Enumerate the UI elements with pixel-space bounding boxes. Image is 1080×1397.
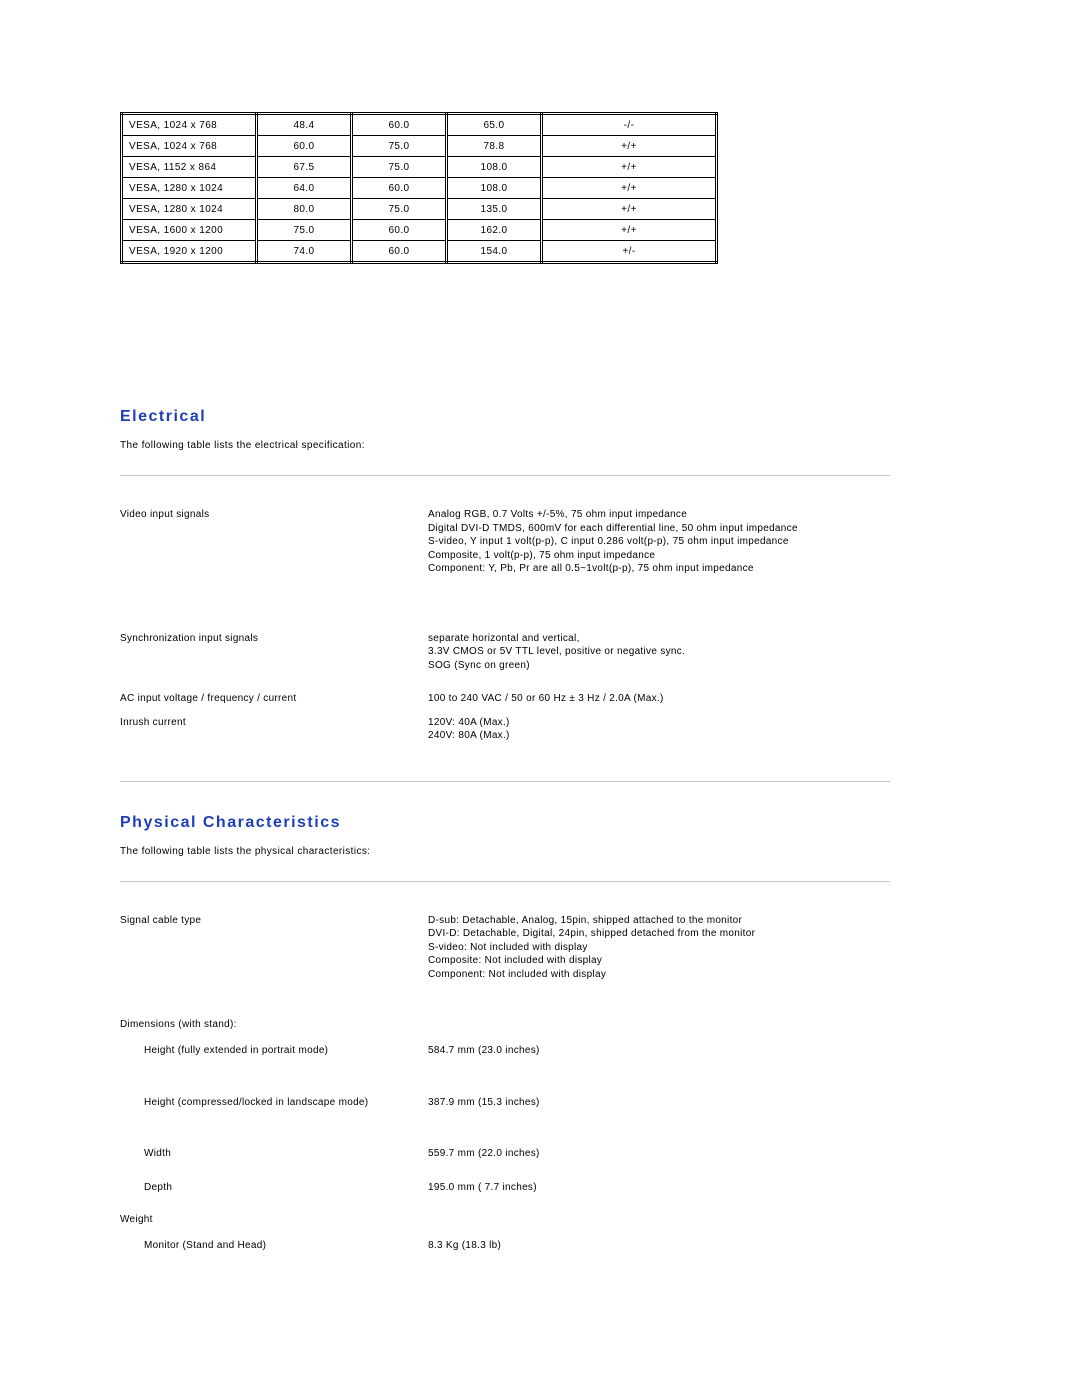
value-cell: +/+ xyxy=(542,199,717,220)
value-cell: +/+ xyxy=(542,220,717,241)
value-cell: 108.0 xyxy=(447,178,542,199)
spec-value: 387.9 mm (15.3 inches) xyxy=(428,1096,890,1110)
value-cell: 135.0 xyxy=(447,199,542,220)
spec-row: Video input signalsAnalog RGB, 0.7 Volts… xyxy=(120,508,890,576)
value-cell: 60.0 xyxy=(352,114,447,136)
spec-row: Monitor (Stand and Head)8.3 Kg (18.3 lb) xyxy=(120,1239,890,1253)
electrical-heading: Electrical xyxy=(120,408,960,426)
spec-label: Synchronization input signals xyxy=(120,632,428,646)
value-cell: 75.0 xyxy=(257,220,352,241)
vesa-modes-table: VESA, 1024 x 76848.460.065.0-/-VESA, 102… xyxy=(120,112,718,264)
spec-label: AC input voltage / frequency / current xyxy=(120,692,428,706)
page: VESA, 1024 x 76848.460.065.0-/-VESA, 102… xyxy=(0,0,1080,1333)
value-cell: 64.0 xyxy=(257,178,352,199)
mode-cell: VESA, 1920 x 1200 xyxy=(122,241,257,263)
spec-label: Depth xyxy=(120,1181,428,1195)
mode-cell: VESA, 1280 x 1024 xyxy=(122,199,257,220)
value-cell: 60.0 xyxy=(257,136,352,157)
value-cell: 78.8 xyxy=(447,136,542,157)
mode-cell: VESA, 1280 x 1024 xyxy=(122,178,257,199)
spec-label: Height (compressed/locked in landscape m… xyxy=(120,1096,428,1110)
spec-row: Height (fully extended in portrait mode)… xyxy=(120,1044,890,1058)
spec-value: 559.7 mm (22.0 inches) xyxy=(428,1147,890,1161)
value-cell: 154.0 xyxy=(447,241,542,263)
value-cell: 75.0 xyxy=(352,157,447,178)
physical-intro: The following table lists the physical c… xyxy=(120,846,960,857)
value-cell: +/- xyxy=(542,241,717,263)
table-row: VESA, 1152 x 86467.575.0108.0+/+ xyxy=(122,157,717,178)
value-cell: +/+ xyxy=(542,157,717,178)
value-cell: 75.0 xyxy=(352,136,447,157)
spec-label: Signal cable type xyxy=(120,914,428,928)
spec-value: 120V: 40A (Max.) 240V: 80A (Max.) xyxy=(428,716,890,743)
spec-value: 100 to 240 VAC / 50 or 60 Hz ± 3 Hz / 2.… xyxy=(428,692,890,706)
spec-row: AC input voltage / frequency / current10… xyxy=(120,692,890,706)
spec-row: Synchronization input signalsseparate ho… xyxy=(120,632,890,673)
spec-value: separate horizontal and vertical, 3.3V C… xyxy=(428,632,890,673)
value-cell: 80.0 xyxy=(257,199,352,220)
spec-row: Inrush current120V: 40A (Max.) 240V: 80A… xyxy=(120,716,890,743)
spec-row: Width559.7 mm (22.0 inches) xyxy=(120,1147,890,1161)
value-cell: +/+ xyxy=(542,178,717,199)
table-row: VESA, 1024 x 76860.075.078.8+/+ xyxy=(122,136,717,157)
spec-row: Depth195.0 mm ( 7.7 inches) xyxy=(120,1181,890,1195)
spec-value: Analog RGB, 0.7 Volts +/-5%, 75 ohm inpu… xyxy=(428,508,890,576)
table-row: VESA, 1280 x 102480.075.0135.0+/+ xyxy=(122,199,717,220)
value-cell: 65.0 xyxy=(447,114,542,136)
table-row: VESA, 1920 x 120074.060.0154.0+/- xyxy=(122,241,717,263)
value-cell: 74.0 xyxy=(257,241,352,263)
value-cell: 60.0 xyxy=(352,178,447,199)
mode-cell: VESA, 1152 x 864 xyxy=(122,157,257,178)
divider xyxy=(120,475,890,476)
spec-row: Signal cable typeD-sub: Detachable, Anal… xyxy=(120,914,890,982)
spec-row: Height (compressed/locked in landscape m… xyxy=(120,1096,890,1110)
value-cell: -/- xyxy=(542,114,717,136)
value-cell: 108.0 xyxy=(447,157,542,178)
value-cell: 60.0 xyxy=(352,241,447,263)
mode-cell: VESA, 1600 x 1200 xyxy=(122,220,257,241)
value-cell: 162.0 xyxy=(447,220,542,241)
value-cell: +/+ xyxy=(542,136,717,157)
table-row: VESA, 1280 x 102464.060.0108.0+/+ xyxy=(122,178,717,199)
table-row: VESA, 1024 x 76848.460.065.0-/- xyxy=(122,114,717,136)
spec-value: 584.7 mm (23.0 inches) xyxy=(428,1044,890,1058)
spec-value: 8.3 Kg (18.3 lb) xyxy=(428,1239,890,1253)
spec-label: Monitor (Stand and Head) xyxy=(120,1239,428,1253)
spec-value: 195.0 mm ( 7.7 inches) xyxy=(428,1181,890,1195)
spec-label: Width xyxy=(120,1147,428,1161)
mode-cell: VESA, 1024 x 768 xyxy=(122,136,257,157)
value-cell: 67.5 xyxy=(257,157,352,178)
value-cell: 60.0 xyxy=(352,220,447,241)
spec-label: Height (fully extended in portrait mode) xyxy=(120,1044,428,1058)
dimensions-subheading: Dimensions (with stand): xyxy=(120,1019,960,1030)
table-row: VESA, 1600 x 120075.060.0162.0+/+ xyxy=(122,220,717,241)
spec-label: Inrush current xyxy=(120,716,428,730)
value-cell: 48.4 xyxy=(257,114,352,136)
value-cell: 75.0 xyxy=(352,199,447,220)
mode-cell: VESA, 1024 x 768 xyxy=(122,114,257,136)
divider xyxy=(120,781,890,782)
spec-value: D-sub: Detachable, Analog, 15pin, shippe… xyxy=(428,914,890,982)
physical-heading: Physical Characteristics xyxy=(120,814,960,832)
electrical-intro: The following table lists the electrical… xyxy=(120,440,960,451)
divider xyxy=(120,881,890,882)
weight-subheading: Weight xyxy=(120,1214,960,1225)
spec-label: Video input signals xyxy=(120,508,428,522)
